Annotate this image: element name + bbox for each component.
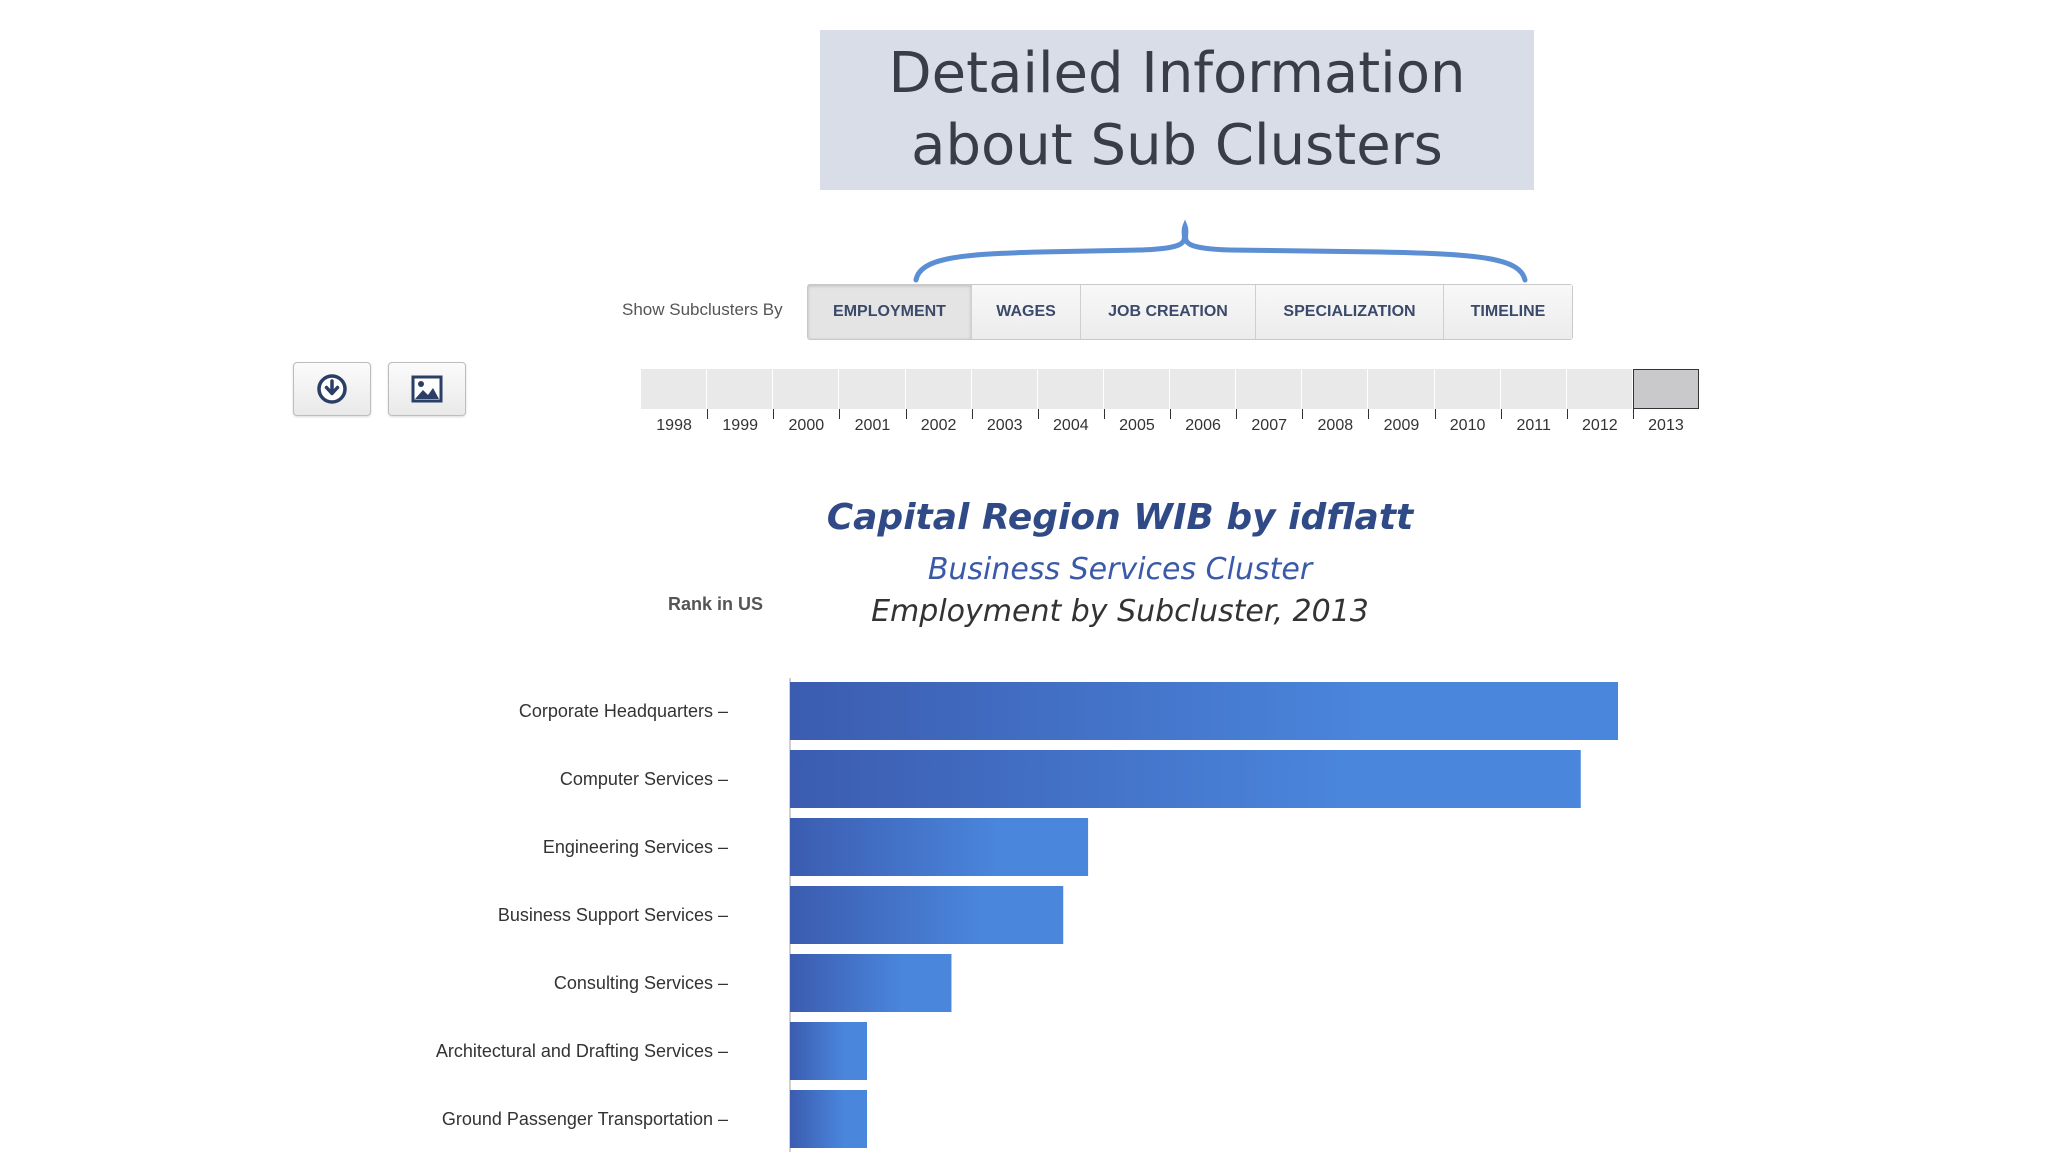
timeline-segment-2005[interactable] <box>1103 369 1170 409</box>
timeline-year-label: 2000 <box>788 417 825 434</box>
timeline-segment-2012[interactable] <box>1566 369 1633 409</box>
timeline-year-label: 2011 <box>1516 417 1551 434</box>
timeline-tick <box>773 409 775 419</box>
bar-architectural-and-drafting-services[interactable] <box>790 1022 868 1080</box>
timeline-segment-2010[interactable] <box>1434 369 1501 409</box>
timeline-year-label: 2013 <box>1648 417 1684 434</box>
timeline-segment-2013[interactable] <box>1632 369 1699 409</box>
chart-subtitle-2: Employment by Subcluster, 2013 <box>871 594 1369 629</box>
timeline-tick <box>707 409 709 419</box>
timeline-tick <box>1302 409 1304 419</box>
timeline-year-label: 1999 <box>722 417 758 434</box>
timeline-year-label: 1998 <box>656 417 692 434</box>
timeline-segment-2001[interactable] <box>839 369 906 409</box>
timeline-tick <box>905 409 907 419</box>
download-button[interactable] <box>293 362 371 416</box>
bar-corporate-headquarters[interactable] <box>790 682 1618 740</box>
timeline-year-label: 2004 <box>1053 417 1089 434</box>
timeline-year-label: 2001 <box>854 417 891 434</box>
timeline-year-label: 2010 <box>1449 417 1486 434</box>
image-icon <box>411 375 443 403</box>
category-label: Architectural and Drafting Services – <box>436 1041 728 1061</box>
show-subclusters-label: Show Subclusters By <box>622 300 783 319</box>
tab-job-creation[interactable]: JOB CREATION <box>1081 285 1256 339</box>
timeline-year-label: 2006 <box>1185 417 1221 434</box>
timeline-segment-2007[interactable] <box>1236 369 1303 409</box>
category-label: Computer Services – <box>560 769 728 789</box>
timeline-year-label: 2005 <box>1119 417 1155 434</box>
timeline-tick <box>971 409 973 419</box>
timeline-year-label: 2003 <box>986 417 1023 434</box>
bar-computer-services[interactable] <box>790 750 1581 808</box>
chart-title: Capital Region WIB by idflatt <box>826 497 1414 538</box>
bar-engineering-services[interactable] <box>790 818 1089 876</box>
timeline-segment-2009[interactable] <box>1368 369 1435 409</box>
subcluster-tabs: EMPLOYMENT WAGES JOB CREATION SPECIALIZA… <box>807 284 1573 340</box>
category-label: Engineering Services – <box>543 837 728 857</box>
timeline-year-label: 2002 <box>920 417 957 434</box>
timeline-segment-2000[interactable] <box>773 369 840 409</box>
tab-wages[interactable]: WAGES <box>972 285 1081 339</box>
year-timeline: 1998 1999 2000 2001 2002 2003 2004 2005 2006 2007… <box>641 369 1699 434</box>
timeline-tick <box>1632 409 1634 419</box>
timeline-year-label: 2012 <box>1582 417 1618 434</box>
timeline-tick <box>839 409 841 419</box>
timeline-segment-1998[interactable] <box>641 369 708 409</box>
tab-specialization[interactable]: SPECIALIZATION <box>1256 285 1444 339</box>
brace-annotation <box>913 219 1528 283</box>
timeline-segment-2008[interactable] <box>1302 369 1369 409</box>
timeline-segment-2011[interactable] <box>1500 369 1567 409</box>
timeline-segment-2006[interactable] <box>1170 369 1237 409</box>
callout-box: Detailed Information about Sub Clusters <box>820 30 1534 190</box>
category-label: Corporate Headquarters – <box>519 701 728 721</box>
category-label: Business Support Services – <box>498 905 728 925</box>
timeline-tick <box>1236 409 1238 419</box>
tab-timeline[interactable]: TIMELINE <box>1444 285 1572 339</box>
timeline-tick <box>1170 409 1171 419</box>
timeline-tick <box>1566 409 1568 419</box>
bar-consulting-services[interactable] <box>790 954 952 1012</box>
timeline-year-label: 2009 <box>1383 417 1420 434</box>
timeline-tick <box>1037 409 1039 419</box>
callout-line-1: Detailed Information <box>888 41 1466 106</box>
timeline-tick <box>1368 409 1370 419</box>
bar-ground-passenger-transportation[interactable] <box>790 1090 868 1148</box>
rank-in-us-label: Rank in US <box>668 594 764 614</box>
timeline-year-label: 2007 <box>1251 417 1287 434</box>
timeline-tick <box>1103 409 1105 419</box>
image-export-button[interactable] <box>388 362 466 416</box>
chart-subtitle: Business Services Cluster <box>927 552 1313 587</box>
bar-business-support-services[interactable] <box>790 886 1064 944</box>
timeline-year-label: 2008 <box>1317 417 1354 434</box>
timeline-segment-2004[interactable] <box>1037 369 1104 409</box>
download-icon <box>317 374 347 404</box>
category-label: Consulting Services – <box>554 973 728 993</box>
callout-line-2: about Sub Clusters <box>911 113 1443 178</box>
timeline-segment-2003[interactable] <box>971 369 1038 409</box>
timeline-tick <box>1434 409 1436 419</box>
timeline-tick <box>1500 409 1502 419</box>
timeline-segment-1999[interactable] <box>707 369 774 409</box>
tab-employment[interactable]: EMPLOYMENT <box>808 285 972 339</box>
category-label: Ground Passenger Transportation – <box>442 1109 728 1129</box>
timeline-segment-2002[interactable] <box>905 369 972 409</box>
